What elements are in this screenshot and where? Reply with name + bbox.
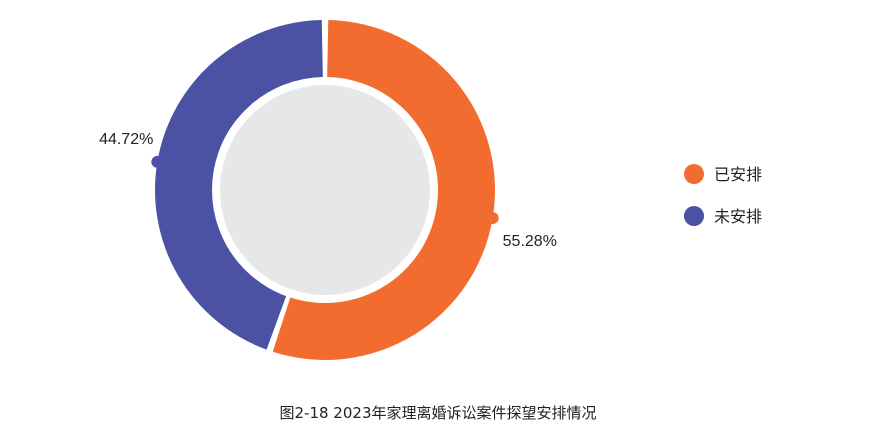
donut-center bbox=[220, 85, 430, 295]
data-labels-layer: 55.28% 44.72% bbox=[99, 131, 557, 250]
legend-swatch-1 bbox=[684, 164, 704, 184]
data-label-2: 44.72% bbox=[99, 131, 153, 148]
legend-label-2: 未安排 bbox=[714, 207, 762, 226]
legend-label-1: 已安排 bbox=[714, 165, 762, 184]
slice-marker-2 bbox=[151, 155, 164, 168]
chart-caption: 图2-18 2023年家理离婚诉讼案件探望安排情况 bbox=[280, 404, 597, 422]
data-label-1: 55.28% bbox=[503, 233, 557, 250]
donut-slice-2 bbox=[154, 20, 323, 350]
legend-swatch-2 bbox=[684, 206, 704, 226]
slice-marker-1 bbox=[486, 212, 499, 225]
slices-layer bbox=[154, 20, 495, 360]
donut-slice-1 bbox=[272, 20, 495, 360]
